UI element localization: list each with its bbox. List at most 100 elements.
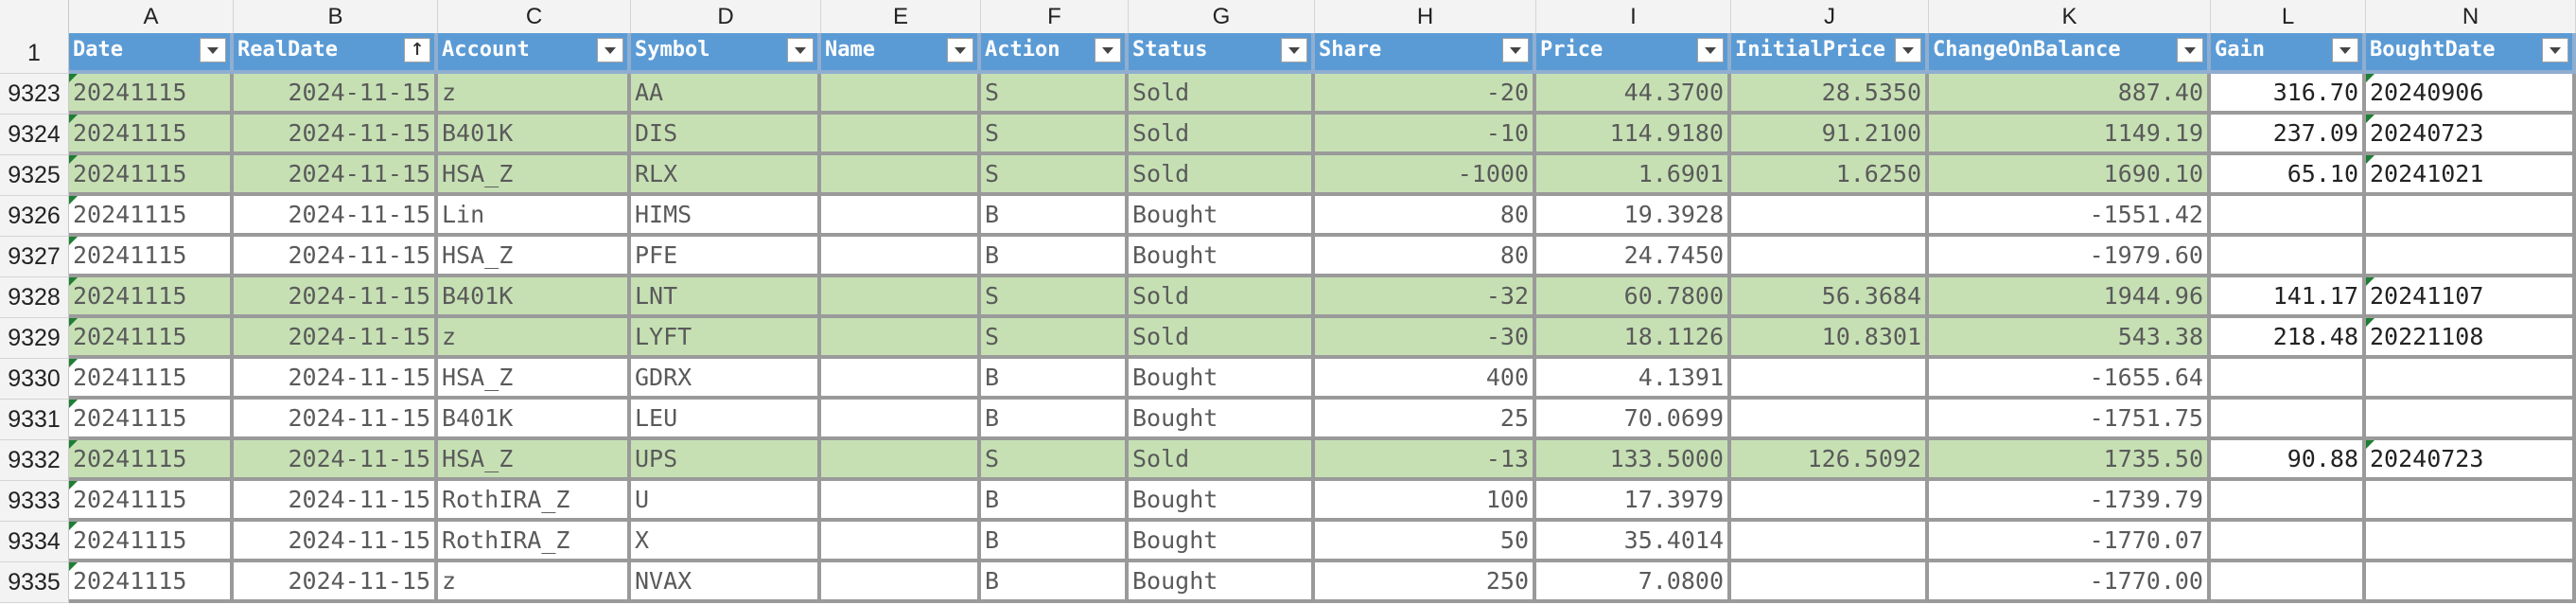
row-number[interactable]: 9332 <box>0 440 69 481</box>
cell-account[interactable]: B401K <box>438 115 631 155</box>
column-letter-f[interactable]: F <box>981 0 1129 33</box>
cell-symbol[interactable]: PFE <box>631 237 821 277</box>
cell-status[interactable]: Sold <box>1129 74 1315 115</box>
cell-bought[interactable]: 20221108 <box>2366 318 2576 359</box>
cell-account[interactable]: z <box>438 562 631 603</box>
cell-bought[interactable] <box>2366 522 2576 562</box>
cell-realdate[interactable]: 2024-11-15 <box>234 277 438 318</box>
cell-change[interactable]: -1979.60 <box>1929 237 2211 277</box>
filter-dropdown-icon[interactable] <box>200 38 226 62</box>
cell-price[interactable]: 114.9180 <box>1536 115 1731 155</box>
cell-symbol[interactable]: NVAX <box>631 562 821 603</box>
select-all-corner[interactable] <box>0 0 69 33</box>
header-cell-symbol[interactable]: Symbol <box>631 33 821 74</box>
cell-bought[interactable] <box>2366 481 2576 522</box>
column-letter-h[interactable]: H <box>1315 0 1536 33</box>
cell-initial[interactable] <box>1731 400 1929 440</box>
header-cell-gain[interactable]: Gain <box>2211 33 2366 74</box>
cell-bought[interactable] <box>2366 359 2576 400</box>
cell-date[interactable]: 20241115 <box>69 481 234 522</box>
filter-dropdown-icon[interactable] <box>1895 38 1921 62</box>
cell-change[interactable]: 1944.96 <box>1929 277 2211 318</box>
cell-share[interactable]: -10 <box>1315 115 1536 155</box>
column-letter-a[interactable]: A <box>69 0 234 33</box>
cell-account[interactable]: B401K <box>438 400 631 440</box>
header-cell-price[interactable]: Price <box>1536 33 1731 74</box>
cell-date[interactable]: 20241115 <box>69 196 234 237</box>
cell-price[interactable]: 24.7450 <box>1536 237 1731 277</box>
cell-account[interactable]: z <box>438 318 631 359</box>
cell-bought[interactable]: 20240723 <box>2366 115 2576 155</box>
cell-symbol[interactable]: LYFT <box>631 318 821 359</box>
filter-dropdown-icon[interactable] <box>2542 38 2568 62</box>
row-number[interactable]: 9326 <box>0 196 69 237</box>
cell-share[interactable]: -20 <box>1315 74 1536 115</box>
filter-dropdown-icon[interactable] <box>947 38 973 62</box>
cell-action[interactable]: S <box>981 155 1129 196</box>
cell-date[interactable]: 20241115 <box>69 277 234 318</box>
cell-realdate[interactable]: 2024-11-15 <box>234 562 438 603</box>
row-number[interactable]: 9330 <box>0 359 69 400</box>
cell-change[interactable]: -1655.64 <box>1929 359 2211 400</box>
cell-symbol[interactable]: AA <box>631 74 821 115</box>
cell-name[interactable] <box>821 237 981 277</box>
cell-name[interactable] <box>821 155 981 196</box>
cell-status[interactable]: Bought <box>1129 196 1315 237</box>
cell-account[interactable]: HSA_Z <box>438 359 631 400</box>
column-letter-i[interactable]: I <box>1536 0 1731 33</box>
cell-bought[interactable]: 20241107 <box>2366 277 2576 318</box>
cell-symbol[interactable]: U <box>631 481 821 522</box>
cell-symbol[interactable]: LNT <box>631 277 821 318</box>
cell-gain[interactable] <box>2211 522 2366 562</box>
cell-date[interactable]: 20241115 <box>69 237 234 277</box>
cell-realdate[interactable]: 2024-11-15 <box>234 359 438 400</box>
cell-status[interactable]: Bought <box>1129 481 1315 522</box>
filter-dropdown-icon[interactable] <box>1281 38 1307 62</box>
cell-symbol[interactable]: X <box>631 522 821 562</box>
cell-gain[interactable]: 316.70 <box>2211 74 2366 115</box>
cell-action[interactable]: B <box>981 400 1129 440</box>
cell-change[interactable]: 1690.10 <box>1929 155 2211 196</box>
row-number[interactable]: 9325 <box>0 155 69 196</box>
header-cell-name[interactable]: Name <box>821 33 981 74</box>
cell-change[interactable]: 1735.50 <box>1929 440 2211 481</box>
filter-dropdown-icon[interactable] <box>2177 38 2203 62</box>
cell-share[interactable]: -32 <box>1315 277 1536 318</box>
cell-account[interactable]: B401K <box>438 277 631 318</box>
cell-account[interactable]: RothIRA_Z <box>438 522 631 562</box>
cell-date[interactable]: 20241115 <box>69 562 234 603</box>
cell-price[interactable]: 7.0800 <box>1536 562 1731 603</box>
filter-dropdown-icon[interactable] <box>787 38 814 62</box>
cell-status[interactable]: Sold <box>1129 155 1315 196</box>
cell-account[interactable]: HSA_Z <box>438 237 631 277</box>
cell-initial[interactable]: 126.5092 <box>1731 440 1929 481</box>
cell-action[interactable]: B <box>981 237 1129 277</box>
header-cell-boughtdate[interactable]: BoughtDate <box>2366 33 2576 74</box>
cell-status[interactable]: Bought <box>1129 237 1315 277</box>
filter-dropdown-icon[interactable] <box>2332 38 2358 62</box>
column-letter-g[interactable]: G <box>1129 0 1315 33</box>
row-number[interactable]: 9327 <box>0 237 69 277</box>
cell-status[interactable]: Bought <box>1129 359 1315 400</box>
cell-bought[interactable]: 20240723 <box>2366 440 2576 481</box>
cell-action[interactable]: S <box>981 74 1129 115</box>
cell-initial[interactable] <box>1731 522 1929 562</box>
cell-realdate[interactable]: 2024-11-15 <box>234 522 438 562</box>
cell-realdate[interactable]: 2024-11-15 <box>234 481 438 522</box>
column-letter-j[interactable]: J <box>1731 0 1929 33</box>
cell-price[interactable]: 133.5000 <box>1536 440 1731 481</box>
cell-initial[interactable] <box>1731 196 1929 237</box>
cell-realdate[interactable]: 2024-11-15 <box>234 155 438 196</box>
cell-name[interactable] <box>821 400 981 440</box>
column-letter-l[interactable]: L <box>2211 0 2366 33</box>
cell-price[interactable]: 18.1126 <box>1536 318 1731 359</box>
cell-status[interactable]: Sold <box>1129 440 1315 481</box>
cell-realdate[interactable]: 2024-11-15 <box>234 196 438 237</box>
column-letter-k[interactable]: K <box>1929 0 2211 33</box>
cell-gain[interactable] <box>2211 196 2366 237</box>
row-number[interactable]: 9323 <box>0 74 69 115</box>
cell-bought[interactable] <box>2366 562 2576 603</box>
header-cell-changeonbalance[interactable]: ChangeOnBalance <box>1929 33 2211 74</box>
cell-action[interactable]: S <box>981 115 1129 155</box>
cell-bought[interactable] <box>2366 237 2576 277</box>
